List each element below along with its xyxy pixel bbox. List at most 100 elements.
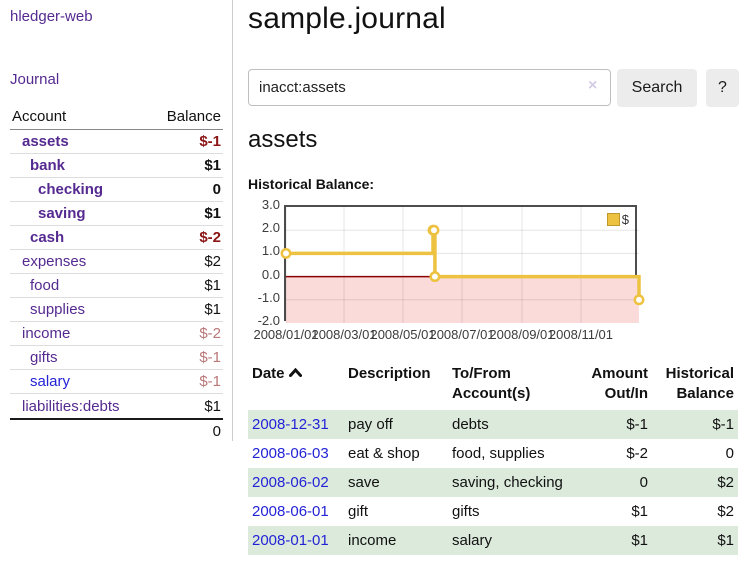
transaction-date-link[interactable]: 2008-01-01 [252, 531, 329, 549]
transaction-accounts: salary [448, 525, 580, 555]
transaction-date-link[interactable]: 2008-06-02 [252, 473, 329, 491]
x-axis-tick-label: 2008/07/01 [429, 327, 495, 342]
legend-label: $ [621, 212, 629, 227]
account-heading: assets [248, 126, 318, 153]
transaction-row[interactable]: 2008-12-31 pay off debts $-1 $-1 [248, 409, 738, 439]
account-link[interactable]: food [30, 277, 60, 294]
chart-canvas [280, 207, 645, 323]
account-balance: $-2 [199, 229, 221, 246]
account-balance: $1 [204, 157, 221, 174]
account-balance: $-1 [199, 133, 221, 150]
chart-legend: $ [604, 211, 631, 228]
account-link[interactable]: assets [22, 133, 69, 150]
accounts-total-row: 0 [10, 418, 223, 440]
transaction-row[interactable]: 2008-01-01 income salary $1 $1 [248, 525, 738, 555]
account-balance: $-1 [199, 349, 221, 366]
account-link[interactable]: cash [30, 229, 65, 246]
account-row-income: income $-2 [10, 322, 223, 346]
column-header-date[interactable]: Date [248, 361, 344, 410]
transaction-balance: $1 [652, 525, 738, 555]
account-row-saving: saving $1 [10, 202, 223, 226]
transaction-date[interactable]: 2008-06-02 [248, 467, 344, 497]
account-row-assets: assets $-1 [10, 130, 223, 154]
y-axis-tick-label: -2.0 [257, 313, 280, 328]
transaction-balance: 0 [725, 444, 734, 462]
account-balance: $-2 [199, 325, 221, 342]
x-axis-tick-label: 2008/05/01 [370, 327, 436, 342]
transaction-accounts: food, supplies [452, 444, 545, 462]
account-row-food: food $1 [10, 274, 223, 298]
accounts-table: Account Balance assets $-1 bank $1 checking 0… [10, 106, 223, 440]
x-axis-tick-label: 2008/03/01 [311, 327, 377, 342]
transaction-accounts: debts [448, 409, 580, 439]
transaction-description: eat & shop [348, 444, 420, 462]
account-balance: $-1 [199, 373, 221, 390]
transaction-date-link[interactable]: 2008-06-03 [252, 444, 329, 462]
app-title-link[interactable]: hledger-web [10, 8, 93, 25]
account-link[interactable]: checking [38, 181, 104, 198]
transaction-balance: $2 [717, 502, 734, 520]
transaction-row[interactable]: 2008-06-01 gift gifts $1 $2 [248, 497, 738, 526]
search-input[interactable] [248, 69, 611, 106]
transaction-row[interactable]: 2008-06-02 save saving, checking 0 $2 [248, 467, 738, 497]
account-row-supplies: supplies $1 [10, 298, 223, 322]
transaction-date[interactable]: 2008-12-31 [248, 409, 344, 439]
clear-search-icon[interactable]: × [588, 77, 598, 94]
sidebar: hledger-web Journal Account Balance asse… [0, 0, 233, 441]
account-link[interactable]: salary [30, 373, 71, 390]
account-row-checking: checking 0 [10, 178, 223, 202]
account-row-gifts: gifts $-1 [10, 346, 223, 370]
account-link[interactable]: gifts [30, 349, 58, 366]
x-axis-tick-label: 2008/01/01 [253, 327, 319, 342]
help-button[interactable]: ? [706, 69, 739, 107]
chart-title: Historical Balance: [248, 176, 375, 192]
y-axis-tick-label: 1.0 [261, 243, 280, 259]
sort-ascending-icon [288, 368, 302, 377]
account-link[interactable]: supplies [30, 301, 86, 318]
transaction-balance: $-1 [652, 409, 738, 439]
account-link[interactable]: bank [30, 157, 66, 174]
x-axis-tick-label: 2008/11/01 [548, 327, 614, 342]
column-header-description: Description [348, 365, 431, 382]
transaction-amount: 0 [580, 467, 652, 497]
account-row-bank: bank $1 [10, 154, 223, 178]
y-axis-tick-label: -1.0 [257, 289, 280, 305]
register-table: Date Description To/From Account(s) Amou… [248, 361, 738, 555]
transaction-date[interactable]: 2008-06-03 [248, 439, 344, 468]
account-link[interactable]: income [22, 325, 71, 342]
transaction-date[interactable]: 2008-01-01 [248, 525, 344, 555]
transaction-description: gift [348, 502, 369, 520]
transaction-date[interactable]: 2008-06-01 [248, 497, 344, 526]
account-balance: $2 [204, 253, 221, 270]
transaction-date-link[interactable]: 2008-12-31 [252, 415, 329, 433]
transaction-date-link[interactable]: 2008-06-01 [252, 502, 329, 520]
account-link[interactable]: liabilities:debts [22, 397, 120, 415]
transaction-amount: $-1 [580, 409, 652, 439]
account-row-liabilities-debts: liabilities:debts $1 [10, 394, 223, 418]
accounts-table-header: Account Balance [10, 106, 223, 130]
account-column-header: Account [12, 108, 67, 125]
column-header-amount: Amount Out/In [591, 365, 648, 403]
account-balance: $1 [204, 277, 221, 294]
column-header-balance: Historical Balance [665, 365, 734, 403]
transaction-description: save [344, 467, 448, 497]
account-row-expenses: expenses $2 [10, 250, 223, 274]
transaction-description: pay off [344, 409, 448, 439]
account-balance: $1 [204, 397, 221, 415]
account-link[interactable]: saving [38, 205, 86, 222]
chart-plot-area[interactable]: $ [280, 205, 645, 323]
transaction-accounts: saving, checking [448, 467, 580, 497]
account-balance: 0 [212, 181, 221, 198]
search-button[interactable]: Search [617, 69, 697, 107]
y-axis-tick-label: 3.0 [261, 197, 280, 212]
account-row-cash: cash $-2 [10, 226, 223, 250]
column-header-accounts: To/From Account(s) [452, 365, 531, 403]
transaction-row[interactable]: 2008-06-03 eat & shop food, supplies $-2 0 [248, 439, 738, 468]
transaction-amount: $-2 [626, 444, 648, 462]
account-balance: $1 [204, 301, 221, 318]
account-link[interactable]: expenses [22, 253, 87, 270]
transaction-description: income [344, 525, 448, 555]
search-bar: × Search ? [248, 69, 742, 107]
accounts-total-value: 0 [212, 423, 221, 440]
sidebar-item-journal[interactable]: Journal [10, 71, 60, 88]
